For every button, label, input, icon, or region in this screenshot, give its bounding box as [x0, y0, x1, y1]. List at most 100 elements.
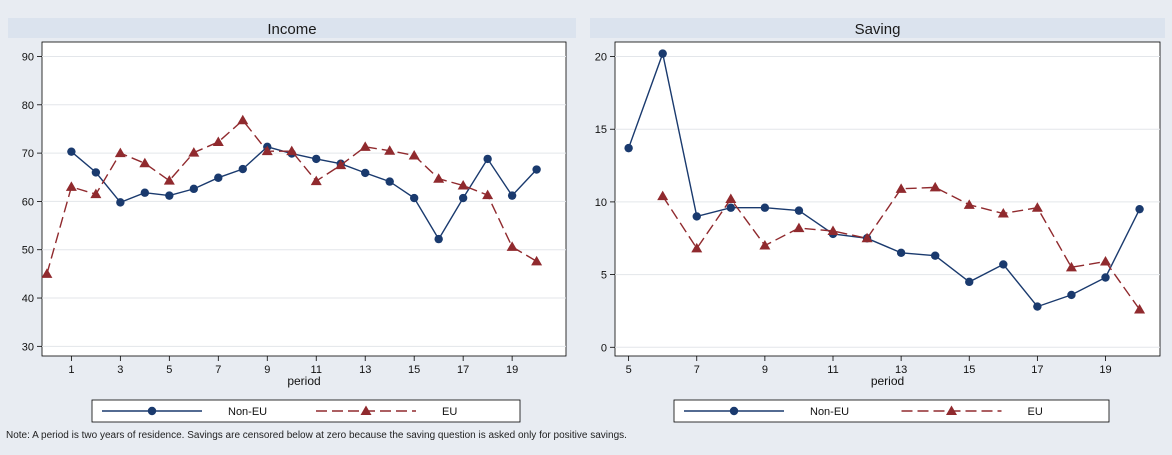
data-point-non-eu: [140, 188, 150, 197]
y-tick-label: 20: [595, 52, 607, 64]
data-point-eu: [261, 145, 273, 156]
x-tick-label: 5: [626, 364, 632, 376]
y-tick-label: 40: [22, 293, 34, 305]
x-tick-label: 7: [694, 364, 700, 376]
data-point-non-eu: [1067, 290, 1076, 300]
x-tick-label: 13: [895, 364, 907, 376]
data-point-eu: [1100, 256, 1111, 266]
data-point-non-eu: [1033, 302, 1042, 311]
y-tick-label: 15: [595, 124, 607, 136]
x-tick-label: 5: [166, 364, 172, 376]
data-point-eu: [286, 145, 298, 156]
data-point-eu: [335, 159, 347, 170]
x-tick-label: 1: [68, 364, 74, 376]
data-point-non-eu: [692, 212, 701, 221]
chart-panel-saving: Saving 0 5 10 15 20 5 7 9 11 13 15 17 19 period Non-EU E…: [590, 18, 1165, 423]
y-tick-label: 60: [22, 196, 34, 208]
x-tick-label: 9: [762, 364, 768, 376]
data-point-non-eu: [361, 168, 370, 178]
data-point-non-eu: [760, 203, 770, 212]
x-tick-label: 11: [311, 364, 322, 376]
data-point-non-eu: [930, 251, 940, 260]
x-tick-label: 17: [457, 364, 469, 376]
data-point-non-eu: [458, 193, 468, 203]
figure-note: Note: A period is two years of residence…: [6, 430, 627, 441]
x-tick-label: 15: [408, 364, 420, 376]
plot-area: [614, 41, 1161, 357]
data-point-eu: [65, 181, 77, 191]
legend-label-non-eu: Non-EU: [228, 406, 267, 418]
chart-title: Saving: [855, 21, 901, 38]
data-point-eu: [457, 179, 469, 190]
y-tick-label: 30: [22, 341, 34, 353]
data-point-eu: [433, 173, 445, 183]
data-point-eu: [759, 240, 771, 250]
y-tick-label: 80: [22, 100, 34, 112]
data-point-non-eu: [658, 49, 667, 58]
data-point-non-eu: [999, 260, 1008, 269]
data-point-non-eu: [116, 198, 125, 207]
data-point-eu: [237, 114, 249, 125]
data-point-eu: [90, 188, 102, 199]
data-point-non-eu: [624, 143, 633, 153]
data-point-non-eu: [896, 248, 906, 257]
data-point-non-eu: [532, 165, 541, 174]
data-point-eu: [188, 147, 200, 157]
x-tick-label: 15: [963, 364, 975, 376]
series-line-non-eu: [627, 51, 1141, 308]
x-tick-label: 9: [264, 364, 270, 376]
data-point-eu: [861, 232, 873, 243]
data-point-non-eu: [214, 173, 223, 182]
data-point-non-eu: [312, 154, 321, 164]
data-point-non-eu: [726, 203, 736, 212]
title-band: [590, 18, 1165, 38]
data-point-eu: [212, 136, 224, 146]
data-point-eu: [963, 199, 975, 209]
y-tick-label: 70: [22, 148, 34, 160]
data-point-non-eu: [91, 168, 101, 177]
data-point-eu: [1134, 303, 1146, 314]
data-point-eu: [997, 208, 1009, 218]
title-band: [8, 18, 576, 38]
x-tick-label: 7: [215, 364, 221, 376]
data-point-non-eu: [385, 177, 394, 186]
y-tick-label: 0: [601, 342, 607, 354]
data-point-eu: [384, 145, 396, 155]
legend-marker-eu: [946, 405, 957, 415]
data-point-non-eu: [434, 234, 443, 244]
legend-label-eu: EU: [442, 406, 457, 418]
x-tick-label: 11: [827, 364, 838, 376]
data-point-non-eu: [238, 164, 247, 174]
data-point-non-eu: [1135, 204, 1144, 214]
legend-marker-eu: [360, 405, 372, 415]
legend-label-non-eu: Non-EU: [810, 406, 849, 418]
data-point-eu: [531, 255, 543, 266]
x-axis-label: period: [287, 374, 320, 388]
legend-marker-non-eu: [147, 406, 157, 416]
data-point-eu: [41, 268, 53, 278]
data-point-non-eu: [67, 147, 76, 156]
data-point-eu: [408, 150, 420, 160]
x-tick-label: 17: [1031, 364, 1043, 376]
legend-box: [673, 399, 1110, 423]
data-point-non-eu: [165, 191, 174, 200]
x-tick-label: 13: [359, 364, 371, 376]
data-point-eu: [929, 181, 941, 192]
x-tick-label: 3: [117, 364, 123, 376]
data-point-non-eu: [507, 191, 517, 200]
data-point-eu: [827, 225, 839, 235]
y-tick-label: 90: [22, 51, 34, 63]
data-point-non-eu: [965, 277, 974, 287]
data-point-eu: [895, 183, 907, 193]
series-line-eu: [46, 119, 537, 275]
legend-box: [91, 399, 521, 423]
data-point-eu: [506, 241, 518, 251]
y-tick-label: 10: [595, 197, 607, 209]
x-tick-label: 19: [1099, 364, 1111, 376]
x-axis-label: period: [871, 374, 904, 388]
data-point-non-eu: [189, 184, 199, 194]
data-point-eu: [1031, 202, 1043, 212]
data-point-eu: [725, 193, 737, 203]
series-line-eu: [662, 186, 1141, 310]
